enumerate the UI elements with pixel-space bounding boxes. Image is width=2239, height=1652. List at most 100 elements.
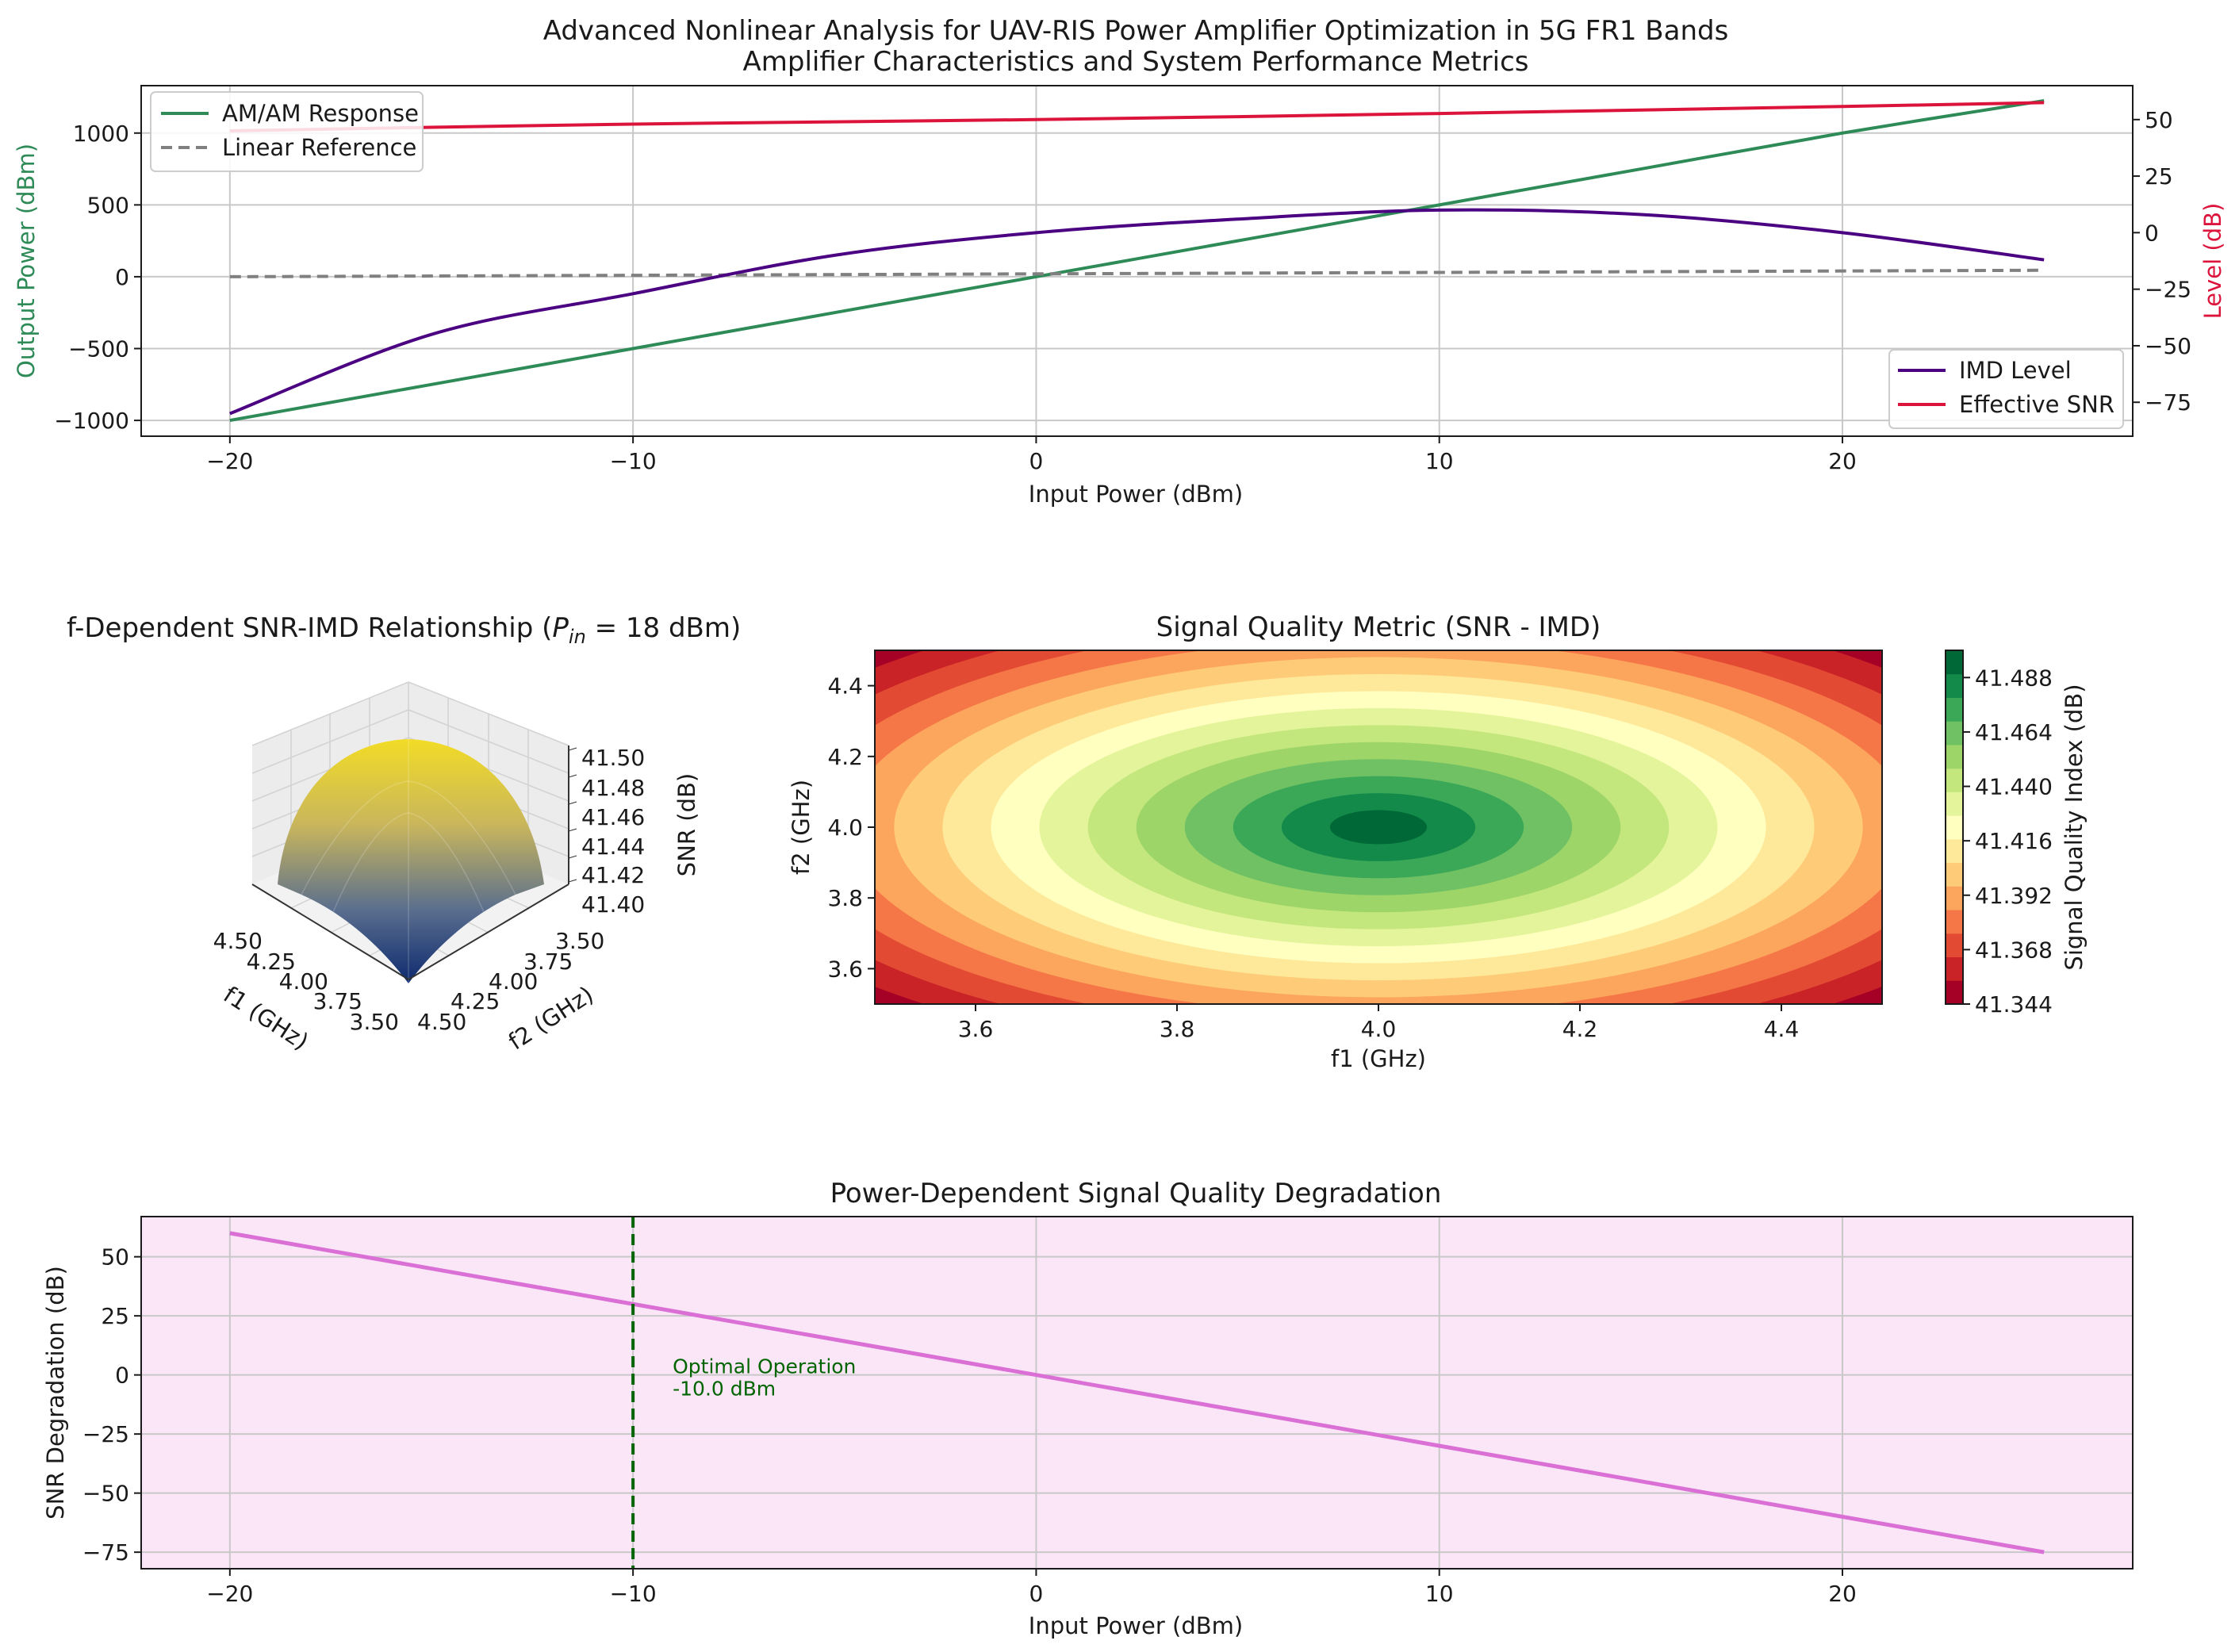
degradation-y-label: SNR Degradation (dB) <box>42 1266 69 1520</box>
surface-f1-ticks: 4.50 4.25 4.00 3.75 3.50 <box>213 928 399 1035</box>
colorbar-segment <box>1946 650 1963 675</box>
y-tick-label: 50 <box>101 1244 129 1271</box>
colorbar-segment <box>1946 792 1963 816</box>
degradation-x-ticks: −20 −10 0 10 20 <box>206 1569 1857 1607</box>
legend-label-linear-ref: Linear Reference <box>222 134 416 161</box>
surface-f2-tick: 3.75 <box>523 949 573 975</box>
degradation-title: Power-Dependent Signal Quality Degradati… <box>830 1178 1442 1209</box>
contour-fill <box>875 650 1882 1004</box>
surface-z-tick: 41.42 <box>581 862 645 888</box>
x-tick-label: −10 <box>610 448 657 474</box>
contour-x-ticks: 3.6 3.8 4.0 4.2 4.4 <box>958 1004 1799 1042</box>
contour-x-tick-label: 4.0 <box>1361 1016 1397 1042</box>
colorbar-segment <box>1946 980 1963 1005</box>
surface-z-tick: 41.44 <box>581 834 645 860</box>
degradation-y-ticks: −75 −50 −25 0 25 50 <box>82 1244 141 1566</box>
surface-f2-axis <box>408 883 569 980</box>
y-tick-label: −500 <box>68 336 129 362</box>
y-right-tick-label: 0 <box>2145 220 2159 246</box>
colorbar-segment <box>1946 886 1963 910</box>
contour-y-tick-label: 4.4 <box>827 673 863 700</box>
surface-f1-tick: 4.25 <box>247 949 296 975</box>
x-tick-label: −20 <box>206 1581 253 1607</box>
surface-z-tick: 41.48 <box>581 775 645 801</box>
amplifier-grid <box>141 86 2133 436</box>
surface-f2-tick: 4.00 <box>489 968 538 995</box>
legend-label-snr: Effective SNR <box>1959 391 2114 418</box>
colorbar-tick-label: 41.368 <box>1975 937 2053 963</box>
surface-f2-tick: 4.50 <box>417 1009 466 1035</box>
colorbar-ticks: 41.344 41.368 41.392 41.416 41.440 41.464 41.4… <box>1963 665 2053 1018</box>
colorbar-segment <box>1946 815 1963 840</box>
x-tick-label: 10 <box>1425 448 1454 474</box>
y-right-tick-label: −25 <box>2145 277 2191 303</box>
x-tick-label: 10 <box>1425 1581 1454 1607</box>
colorbar-tick-label: 41.344 <box>1975 991 2053 1018</box>
legend-right: IMD Level Effective SNR <box>1888 349 2124 429</box>
contour-x-tick-label: 3.8 <box>1160 1016 1195 1042</box>
surface-f1-tick: 4.00 <box>279 968 328 995</box>
colorbar-segment <box>1946 933 1963 958</box>
degradation-grid <box>141 1217 2133 1569</box>
surface-f2-ticks: 4.50 4.25 4.00 3.75 3.50 <box>417 928 604 1035</box>
optimal-annotation-line1: Optimal Operation <box>673 1355 856 1378</box>
contour-y-ticks: 3.6 3.8 4.0 4.2 4.4 <box>827 673 875 982</box>
legend-label-am-am: AM/AM Response <box>222 100 419 127</box>
surface-z-tick: 41.40 <box>581 891 645 918</box>
legend-label-imd: IMD Level <box>1959 357 2072 384</box>
contour-y-tick-label: 4.2 <box>827 744 863 770</box>
y-tick-label: −1000 <box>54 408 129 434</box>
x-tick-label: 0 <box>1029 448 1044 474</box>
optimal-annotation-line2: -10.0 dBm <box>673 1378 776 1401</box>
surface-f1-axis <box>251 883 409 980</box>
colorbar-tick-label: 41.464 <box>1975 719 2053 746</box>
amplifier-chart: −20 −10 0 10 20 −1000 −500 0 500 1000 −75 −50 −25 0… <box>13 85 2226 508</box>
amplifier-y-ticks: −1000 −500 0 500 1000 <box>54 121 141 434</box>
y-tick-label: 500 <box>87 192 129 218</box>
series-linear-reference <box>229 268 2045 278</box>
y-right-tick-label: 50 <box>2145 107 2173 133</box>
x-tick-label: −20 <box>206 448 253 474</box>
degradation-frame <box>140 1216 2134 1570</box>
colorbar-segment <box>1946 768 1963 792</box>
surface-f1-tick: 3.50 <box>350 1009 399 1035</box>
colorbar-segment <box>1946 744 1963 769</box>
surface-mesh <box>278 739 544 983</box>
x-tick-label: 0 <box>1029 1581 1044 1607</box>
x-tick-label: 20 <box>1828 1581 1857 1607</box>
y-tick-label: −25 <box>82 1421 129 1447</box>
legend-right-box <box>1888 349 2124 429</box>
x-tick-label: −10 <box>610 1581 657 1607</box>
surface-3d-chart: f-Dependent SNR-IMD Relationship (Pin = … <box>67 612 741 1056</box>
surface-f2-tick: 4.25 <box>450 988 500 1014</box>
series-effective-snr <box>229 101 2045 133</box>
suptitle-line1: Advanced Nonlinear Analysis for UAV-RIS … <box>543 15 1729 47</box>
contour-chart: Signal Quality Metric (SNR - IMD) 3.6 3.8… <box>788 611 2088 1072</box>
colorbar-segment <box>1946 673 1963 698</box>
contour-band <box>1329 810 1428 845</box>
colorbar <box>1946 650 1963 1005</box>
colorbar-frame <box>1945 650 1964 1005</box>
y-tick-label: 0 <box>115 1363 129 1389</box>
surface-z-tick: 41.46 <box>581 804 645 830</box>
colorbar-segment <box>1946 721 1963 746</box>
surface-mesh-lines <box>301 739 516 983</box>
amplifier-y-label-right: Level (dB) <box>2199 203 2226 320</box>
contour-y-tick-label: 3.6 <box>827 956 863 982</box>
degradation-x-label: Input Power (dBm) <box>1029 1612 1243 1639</box>
surface-z-ticks: 41.50 41.48 41.46 41.44 41.42 41.40 <box>568 745 645 918</box>
y-tick-label: 0 <box>115 264 129 290</box>
surface-f1-tick: 4.50 <box>213 928 263 954</box>
x-tick-label: 20 <box>1828 448 1857 474</box>
amplifier-series <box>229 99 2045 423</box>
surface-z-label: SNR (dB) <box>673 773 700 876</box>
y-tick-label: 1000 <box>73 121 129 147</box>
series-imd-level <box>229 208 2045 416</box>
colorbar-tick-label: 41.392 <box>1975 883 2053 909</box>
colorbar-segment <box>1946 862 1963 887</box>
surface-title: f-Dependent SNR-IMD Relationship (Pin = … <box>67 612 741 648</box>
legend-left: AM/AM Response Linear Reference <box>150 91 424 172</box>
contour-y-tick-label: 3.8 <box>827 885 863 911</box>
y-right-tick-label: −75 <box>2145 389 2191 416</box>
series-am-am-response <box>229 99 2045 423</box>
